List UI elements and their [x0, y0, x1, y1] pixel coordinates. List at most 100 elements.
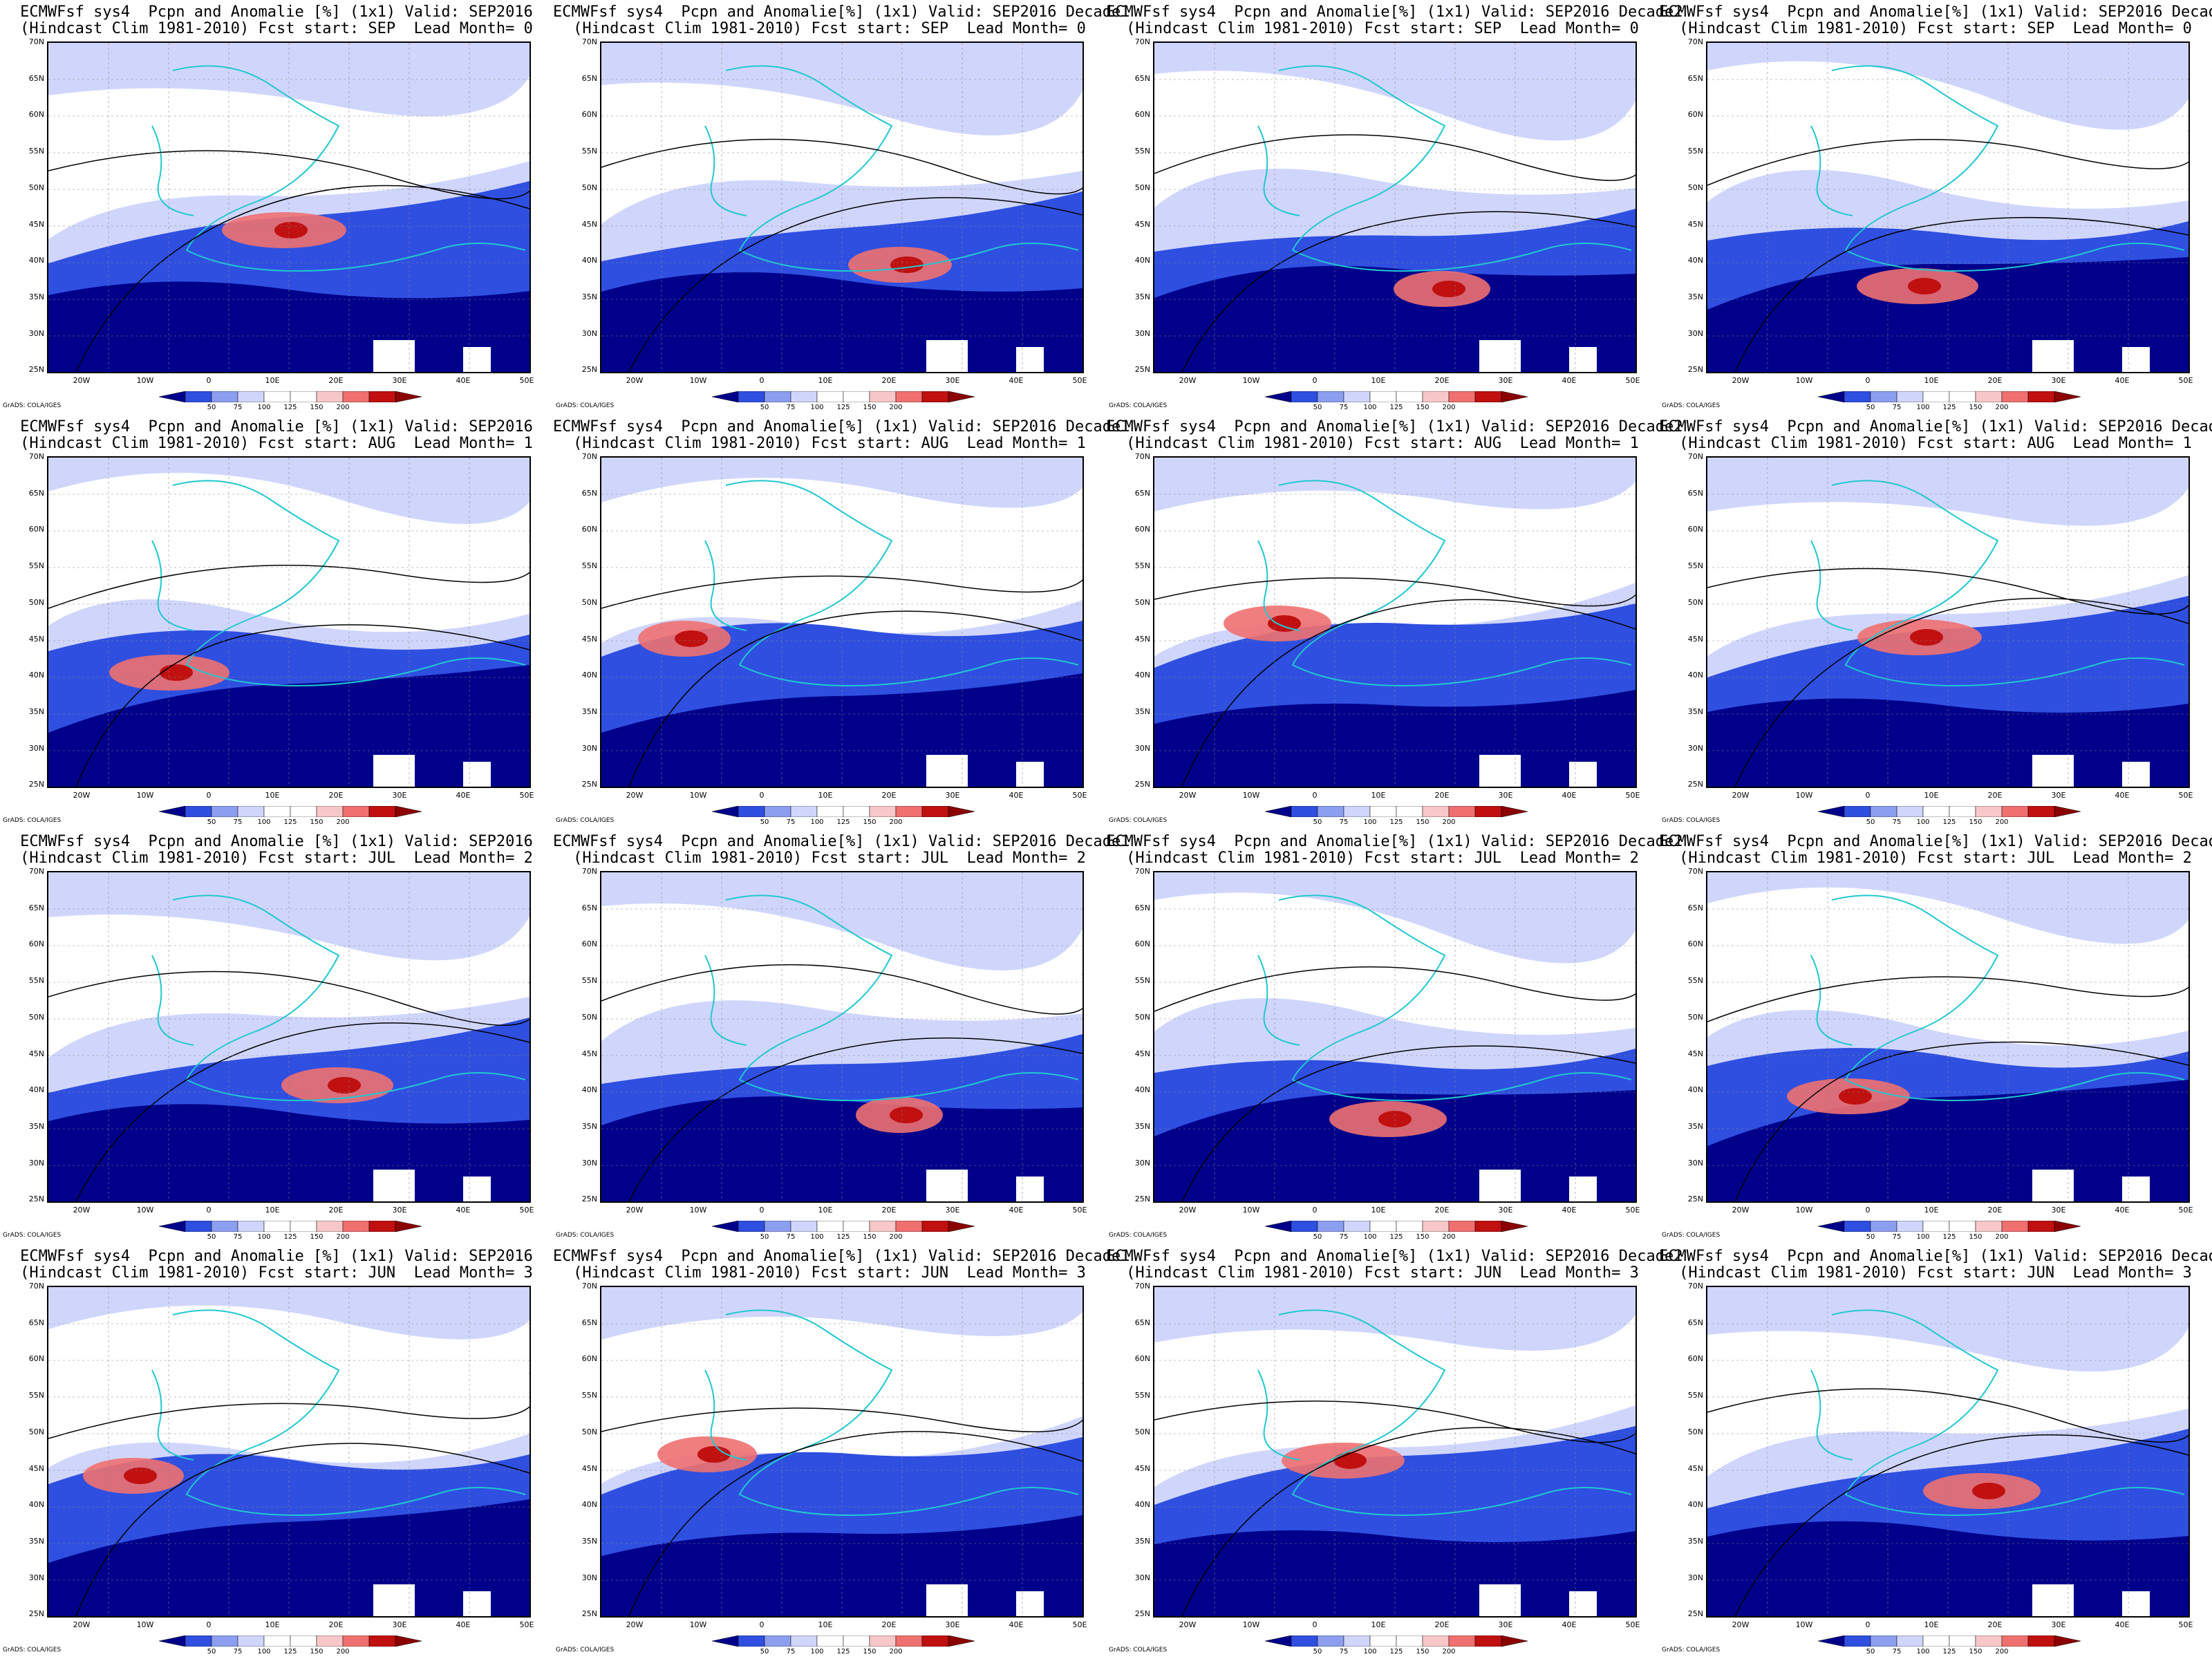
colorbar-swatch: [1896, 391, 1924, 402]
colorbar-label: 75: [786, 1233, 796, 1241]
colorbar-label: 100: [810, 818, 824, 826]
colorbar-swatch: [263, 1221, 291, 1232]
colorbar-swatch: [2027, 806, 2055, 817]
lat-label: 50N: [581, 1012, 597, 1022]
lat-label: 40N: [581, 256, 597, 265]
colorbar-swatch: [738, 391, 765, 402]
colorbar-label: 150: [863, 404, 877, 411]
colorbar-label: 50: [207, 1233, 216, 1241]
panel-title: ECMWFsf sys4 Pcpn and Anomalie[%] (1x1) …: [553, 833, 1130, 850]
lat-label: 45N: [581, 219, 597, 229]
colorbar-swatch: [1343, 391, 1371, 402]
lon-label: 0: [1865, 1620, 1871, 1629]
lon-label: 0: [1312, 791, 1318, 800]
lon-label: 10W: [689, 1206, 707, 1215]
lat-label: 70N: [1687, 867, 1703, 876]
colorbar-swatch: [895, 1635, 923, 1647]
lat-label: 30N: [1134, 1158, 1150, 1168]
lat-label: 50N: [1134, 1012, 1150, 1022]
colorbar-swatch: [1265, 1221, 1292, 1232]
colorbar-label: 125: [1389, 1233, 1403, 1241]
colorbar-swatch: [869, 1635, 897, 1647]
colorbar-label: 125: [836, 1648, 850, 1656]
lat-label: 35N: [28, 1536, 44, 1546]
lat-label: 40N: [1134, 256, 1150, 265]
lat-label: 35N: [1134, 292, 1150, 301]
lon-label: 0: [206, 791, 212, 800]
grads-credit: GrADS: COLA/IGES: [1109, 817, 1168, 824]
colorbar-swatch: [1422, 391, 1450, 402]
colorbar-label: 125: [836, 1233, 850, 1241]
colorbar-swatch: [712, 806, 739, 817]
lat-label: 60N: [1134, 110, 1150, 120]
colorbar: [712, 391, 975, 402]
colorbar-swatch: [368, 1635, 396, 1647]
colorbar-label: 50: [760, 818, 769, 826]
lon-label: 50E: [1072, 791, 1087, 800]
lat-label: 65N: [28, 1318, 44, 1327]
map-panel: ECMWFsf sys4 Pcpn and Anomalie[%] (1x1) …: [1106, 0, 1683, 415]
lat-label: 40N: [28, 1500, 44, 1510]
colorbar-swatch: [2054, 391, 2081, 402]
colorbar-swatch: [1343, 1221, 1371, 1232]
lon-label: 0: [759, 376, 765, 385]
lon-label: 50E: [519, 791, 534, 800]
colorbar: [1265, 1635, 1528, 1647]
lon-label: 10W: [1242, 791, 1260, 800]
lat-label: 40N: [1134, 1500, 1150, 1510]
lat-label: 35N: [1134, 1121, 1150, 1131]
colorbar-swatch: [237, 806, 265, 817]
lon-label: 10W: [689, 376, 707, 385]
lon-label: 10E: [1371, 1206, 1386, 1215]
colorbar-swatch: [316, 391, 344, 402]
lat-label: 45N: [1134, 219, 1150, 229]
colorbar-label: 75: [233, 1648, 243, 1656]
map-panel: ECMWFsf sys4 Pcpn and Anomalie [%] (1x1)…: [0, 830, 553, 1244]
lat-label: 35N: [1134, 1536, 1150, 1546]
panel-subtitle: (Hindcast Clim 1981-2010) Fcst start: JU…: [1126, 850, 1639, 867]
colorbar-label: 150: [1416, 818, 1430, 826]
colorbar-swatch: [1501, 391, 1528, 402]
colorbar-swatch: [921, 391, 949, 402]
colorbar-label: 200: [1995, 1648, 2009, 1656]
lat-label: 65N: [1687, 73, 1703, 83]
lat-label: 65N: [581, 73, 597, 83]
colorbar-label: 75: [1339, 818, 1349, 826]
colorbar-label: 75: [1892, 818, 1902, 826]
lat-label: 45N: [581, 634, 597, 644]
lat-label: 55N: [28, 1391, 44, 1400]
colorbar-label: 50: [1313, 1233, 1322, 1241]
lat-label: 30N: [1687, 1573, 1703, 1582]
colorbar-label: 100: [810, 1233, 824, 1241]
lat-label: 55N: [1134, 147, 1150, 156]
colorbar-swatch: [2001, 1221, 2029, 1232]
lat-label: 55N: [581, 561, 597, 571]
lat-label: 50N: [1134, 182, 1150, 192]
lat-label: 40N: [1134, 1085, 1150, 1095]
grads-credit: GrADS: COLA/IGES: [1109, 1232, 1168, 1239]
lat-label: 65N: [581, 903, 597, 912]
lat-label: 40N: [581, 1085, 597, 1095]
panel-subtitle: (Hindcast Clim 1981-2010) Fcst start: JU…: [1126, 1264, 1639, 1282]
map-canvas: [1154, 458, 1635, 787]
lat-label: 40N: [581, 671, 597, 680]
lat-label: 70N: [581, 1282, 597, 1291]
colorbar-label: 150: [310, 404, 324, 411]
lat-label: 65N: [1687, 903, 1703, 912]
lat-label: 65N: [581, 1318, 597, 1327]
lat-label: 40N: [1687, 256, 1703, 265]
colorbar-swatch: [316, 1635, 344, 1647]
colorbar: [159, 391, 422, 402]
anomaly-map: [1153, 1286, 1637, 1618]
colorbar-swatch: [1870, 1635, 1897, 1647]
lat-label: 30N: [1134, 1573, 1150, 1582]
lat-label: 45N: [1687, 634, 1703, 644]
colorbar-swatch: [1818, 1635, 1845, 1647]
lon-label: 30E: [1498, 376, 1513, 385]
panel-subtitle: (Hindcast Clim 1981-2010) Fcst start: SE…: [20, 20, 533, 37]
colorbar-swatch: [1870, 806, 1897, 817]
lon-label: 40E: [2115, 1206, 2130, 1215]
lat-label: 55N: [1687, 147, 1703, 156]
lat-label: 50N: [28, 182, 44, 192]
